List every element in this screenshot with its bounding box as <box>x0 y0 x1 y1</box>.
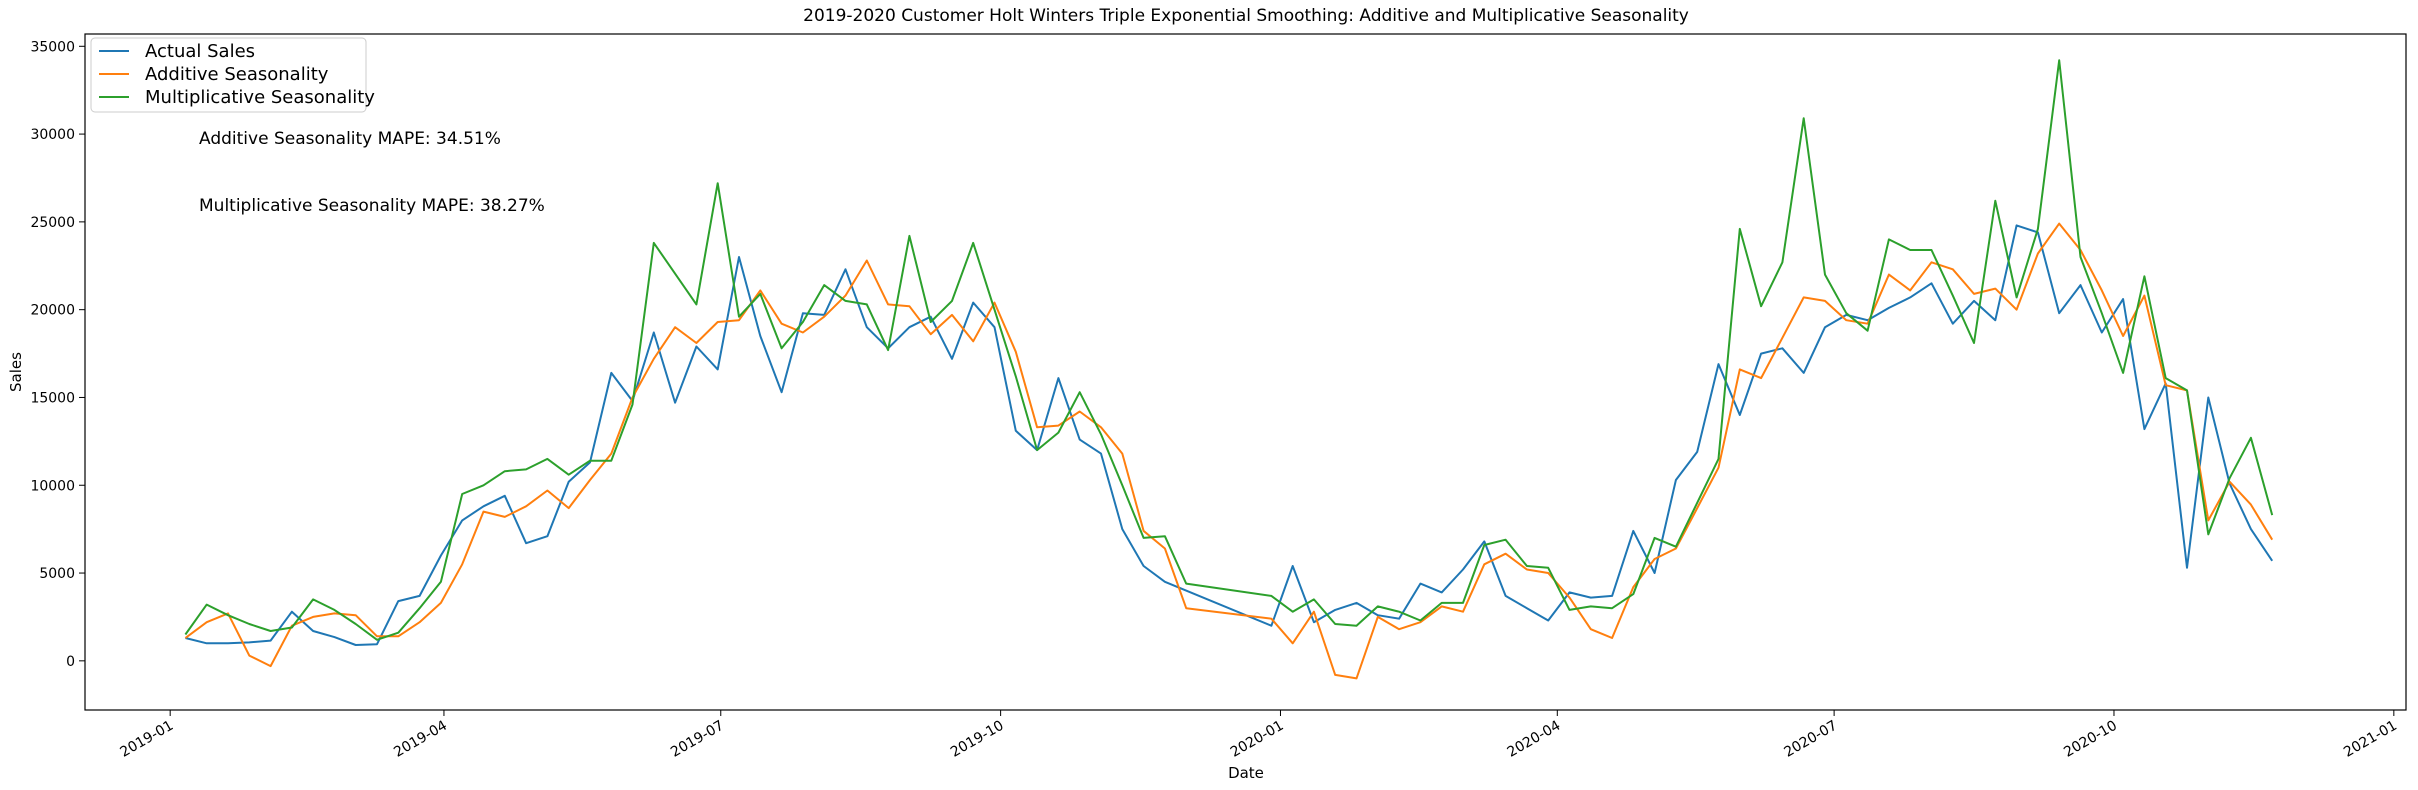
actual-sales-line <box>185 224 2274 646</box>
multiplicative-mape-annotation: Multiplicative Seasonality MAPE: 38.27% <box>199 196 545 216</box>
x-axis-label: Date <box>1228 764 1264 782</box>
y-tick-label: 0 <box>66 654 75 670</box>
y-tick-label: 30000 <box>30 127 75 143</box>
y-tick-label: 5000 <box>39 566 75 582</box>
legend: Actual Sales Additive Seasonality Multip… <box>90 37 375 113</box>
additive-mape-annotation: Additive Seasonality MAPE: 34.51% <box>199 129 501 149</box>
y-tick-label: 35000 <box>30 39 75 55</box>
legend-box <box>90 37 367 113</box>
additive-seasonality-line <box>184 222 2274 680</box>
y-tick-label: 20000 <box>30 303 75 319</box>
chart-title: 2019-2020 Customer Holt Winters Triple E… <box>803 6 1689 26</box>
plot-area <box>84 33 2407 711</box>
y-tick-label: 10000 <box>30 478 75 494</box>
multiplicative-seasonality-line <box>184 59 2274 641</box>
legend-label-multiplicative: Multiplicative Seasonality <box>145 87 375 108</box>
y-tick-label: 25000 <box>30 215 75 231</box>
y-tick-label: 15000 <box>30 390 75 406</box>
legend-label-actual-sales: Actual Sales <box>145 41 255 62</box>
series-layer <box>184 59 2274 680</box>
legend-label-additive: Additive Seasonality <box>145 64 329 85</box>
y-axis-label: Sales <box>7 352 25 392</box>
